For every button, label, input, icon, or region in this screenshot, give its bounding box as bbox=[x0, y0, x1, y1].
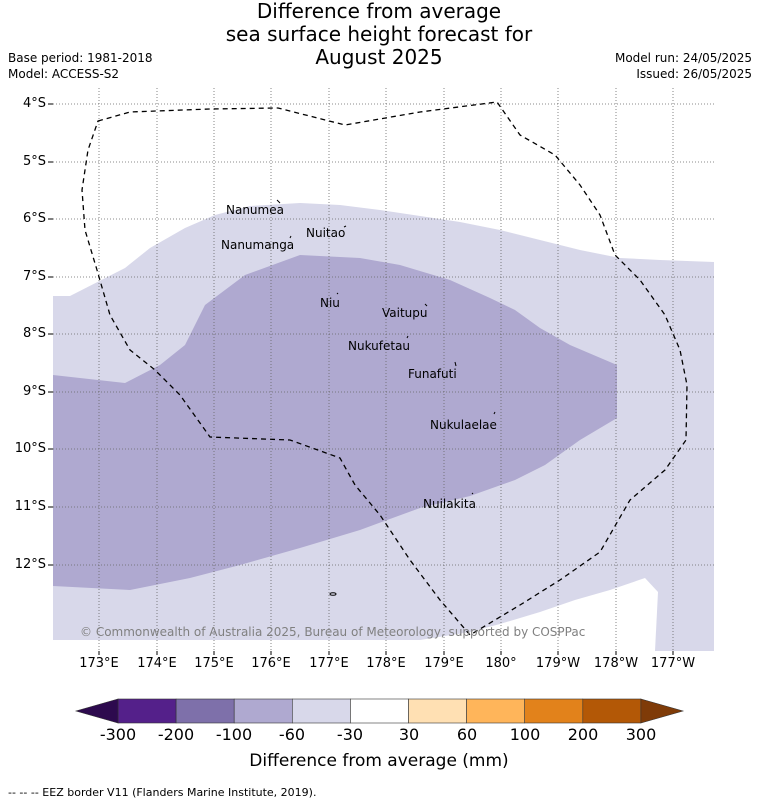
colorbar-tick-60: 60 bbox=[456, 725, 478, 744]
island-outlines bbox=[276, 199, 496, 596]
lat-label-4s: 4°S bbox=[22, 96, 46, 111]
lon-label-178e: 178°E bbox=[366, 656, 406, 671]
eez-footnote: -- -- -- EEZ border V11 (Flanders Marine… bbox=[8, 786, 317, 799]
lat-label-9s: 9°S bbox=[22, 384, 46, 399]
place-nanumea: Nanumea bbox=[226, 203, 284, 217]
place-nuitao: Nuitao bbox=[306, 226, 346, 240]
lat-label-12s: 12°S bbox=[14, 557, 46, 572]
lon-label-174e: 174°E bbox=[137, 656, 177, 671]
eez-border bbox=[81, 101, 688, 636]
lat-label-7s: 7°S bbox=[22, 269, 46, 284]
lon-label-173e: 173°E bbox=[79, 656, 119, 671]
lon-label-180: 180° bbox=[485, 656, 517, 671]
title-line-3: August 2025 bbox=[315, 45, 443, 69]
colorbar-tick-200: 200 bbox=[567, 725, 599, 744]
base-period: Base period: 1981-2018 bbox=[8, 51, 153, 65]
colorbar-bin-1 bbox=[117, 698, 177, 724]
lon-label-176e: 176°E bbox=[251, 656, 291, 671]
model-name: Model: ACCESS-S2 bbox=[8, 67, 120, 81]
island-small-reef bbox=[329, 592, 337, 596]
place-funafuti: Funafuti bbox=[408, 367, 457, 381]
title-line-1: Difference from average bbox=[256, 0, 502, 23]
colorbar-bin-3 bbox=[233, 698, 293, 724]
colorbar-tick-m200: -200 bbox=[157, 725, 195, 744]
colorbar-tick-100: 100 bbox=[509, 725, 541, 744]
anomaly-band-mid bbox=[53, 255, 617, 590]
meta-left: Base period: 1981-2018 Model: ACCESS-S2 bbox=[8, 50, 153, 82]
island-niu bbox=[336, 292, 339, 295]
island-nanumanga bbox=[289, 235, 292, 239]
lon-label-179e: 179°E bbox=[424, 656, 464, 671]
gridlines bbox=[48, 88, 714, 655]
island-nanumea bbox=[276, 199, 281, 204]
meta-right: Model run: 24/05/2025 Issued: 26/05/2025 bbox=[615, 50, 752, 82]
colorbar-bin-2 bbox=[175, 698, 235, 724]
colorbar-bin-7 bbox=[466, 698, 526, 724]
colorbar-bin-6 bbox=[408, 698, 467, 724]
colorbar-label: Difference from average (mm) bbox=[249, 751, 509, 771]
colorbar-extend-min bbox=[74, 698, 119, 724]
colorbar bbox=[74, 698, 685, 724]
place-vaitupu: Vaitupu bbox=[382, 306, 428, 320]
model-run: Model run: 24/05/2025 bbox=[614, 51, 752, 65]
colorbar-tick-m60: -60 bbox=[278, 725, 306, 744]
lat-label-10s: 10°S bbox=[14, 441, 46, 456]
colorbar-bin-5 bbox=[350, 698, 409, 724]
place-nukulaelae: Nukulaelae bbox=[430, 418, 497, 432]
colorbar-tick-300: 300 bbox=[625, 725, 657, 744]
colorbar-extend-max bbox=[640, 698, 685, 724]
place-nanumanga: Nanumanga bbox=[221, 238, 295, 252]
colorbar-tick-m300: -300 bbox=[99, 725, 137, 744]
colorbar-bin-9 bbox=[582, 698, 642, 724]
anomaly-field bbox=[53, 203, 714, 651]
title-line-2: sea surface height forecast for bbox=[225, 22, 533, 46]
lon-label-179w: 179°W bbox=[535, 656, 581, 671]
lat-label-6s: 6°S bbox=[22, 211, 46, 226]
colorbar-tick-m30: -30 bbox=[336, 725, 364, 744]
map-title: Difference from average sea surface heig… bbox=[0, 0, 758, 69]
lat-label-11s: 11°S bbox=[14, 499, 46, 514]
island-vaitupu bbox=[424, 303, 428, 307]
colorbar-tick-m100: -100 bbox=[215, 725, 253, 744]
copyright-notice: © Commonwealth of Australia 2025, Bureau… bbox=[80, 625, 586, 639]
colorbar-tick-30: 30 bbox=[398, 725, 420, 744]
lon-label-177w: 177°W bbox=[650, 656, 696, 671]
issued-date: Issued: 26/05/2025 bbox=[636, 67, 752, 81]
island-nuilakita bbox=[471, 492, 474, 495]
lat-label-8s: 8°S bbox=[22, 326, 46, 341]
island-nukufetau bbox=[406, 335, 409, 339]
lon-label-178w: 178°W bbox=[593, 656, 639, 671]
colorbar-bin-4 bbox=[291, 698, 351, 724]
lon-label-177e: 177°E bbox=[309, 656, 349, 671]
lat-label-5s: 5°S bbox=[22, 154, 46, 169]
place-niu: Niu bbox=[320, 296, 340, 310]
place-nuilakita: Nuilakita bbox=[423, 497, 476, 511]
island-funafuti bbox=[454, 361, 457, 367]
colorbar-bin-8 bbox=[524, 698, 584, 724]
island-nuitao bbox=[343, 225, 347, 228]
place-nukufetau: Nukufetau bbox=[348, 339, 411, 353]
island-nukulaelae bbox=[493, 411, 496, 415]
lon-label-175e: 175°E bbox=[194, 656, 234, 671]
